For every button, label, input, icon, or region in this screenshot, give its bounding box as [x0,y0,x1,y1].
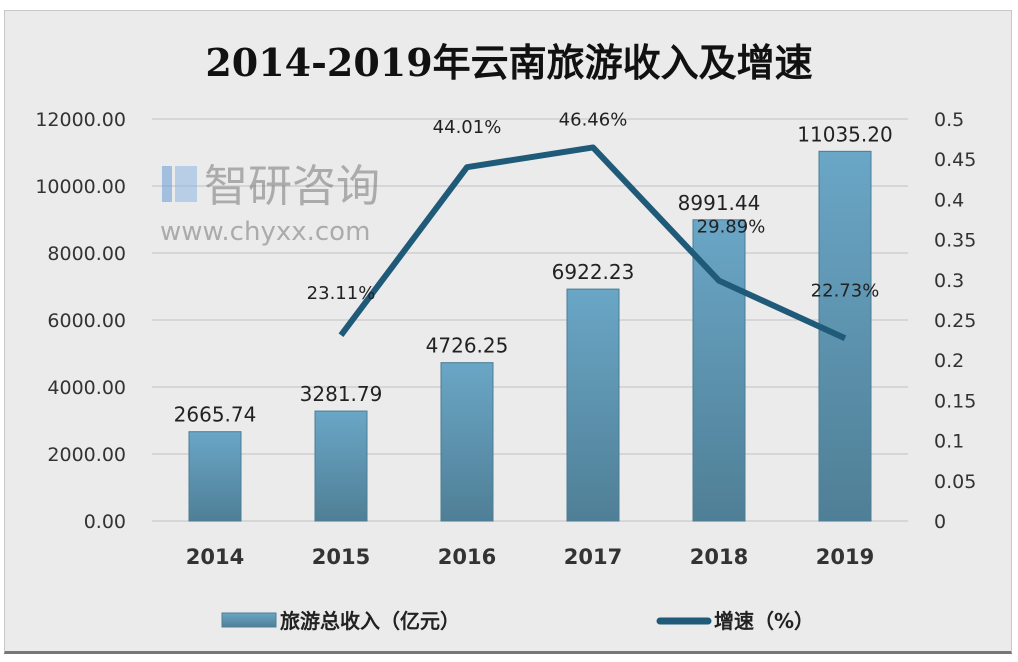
line-data-label: 22.73% [811,280,880,301]
bar-2018 [692,219,746,522]
y-right-tick-label: 0 [934,511,946,533]
bar-data-label: 4726.25 [426,334,509,358]
watermark-logo-icon [162,166,172,202]
watermark-url: www.chyxx.com [160,217,370,247]
y-right-tick-label: 0.5 [934,109,964,131]
y-left-tick-label: 6000.00 [47,310,126,332]
line-data-label: 46.46% [559,109,628,130]
x-tick-label: 2019 [816,545,874,569]
x-tick-label: 2017 [564,545,622,569]
legend: 旅游总收入（亿元） 增速（%） [221,609,814,633]
y-left-tick-label: 4000.00 [47,377,126,399]
watermark-brand: 智研咨询 [204,161,380,212]
bar-data-label: 8991.44 [678,191,761,215]
y-left-tick-label: 2000.00 [47,444,126,466]
bar-data-label: 3281.79 [300,382,383,406]
legend-bar-label: 旅游总收入（亿元） [280,609,460,633]
y-right-tick-label: 0.3 [934,270,964,292]
line-data-label: 29.89% [697,217,766,238]
watermark: 智研咨询 www.chyxx.com [160,161,380,247]
y-left-tick-label: 0.00 [84,511,126,533]
x-tick-label: 2016 [438,545,496,569]
line-data-label: 23.11% [307,283,376,304]
y-right-tick-label: 0.25 [934,310,976,332]
bar-2014 [188,431,242,522]
y-right-tick-label: 0.2 [934,350,964,372]
bar-2015 [314,410,368,522]
legend-bar-swatch [221,612,277,628]
x-tick-label: 2018 [690,545,748,569]
y-right-tick-label: 0.05 [934,471,976,493]
y-right-tick-label: 0.35 [934,230,976,252]
bar-data-label: 11035.20 [797,122,892,146]
y-left-tick-label: 12000.00 [35,109,126,131]
x-tick-label: 2015 [312,545,370,569]
line-data-label: 44.01% [433,117,502,138]
y-left-tick-label: 10000.00 [35,176,126,198]
y-right-tick-label: 0.4 [934,189,964,211]
y-right-tick-label: 0.15 [934,390,976,412]
chart-title: 2014-2019年云南旅游收入及增速 [205,40,812,85]
y-left-tick-label: 8000.00 [47,243,126,265]
bar-2017 [566,288,620,522]
bar-data-label: 2665.74 [174,403,257,427]
y-right-tick-label: 0.45 [934,149,976,171]
bar-2016 [440,362,494,522]
x-tick-label: 2014 [186,545,244,569]
watermark-logo-icon [175,166,197,202]
legend-line-label: 增速（%） [714,609,814,633]
bar-data-label: 6922.23 [552,260,635,284]
y-right-tick-label: 0.1 [934,431,964,453]
